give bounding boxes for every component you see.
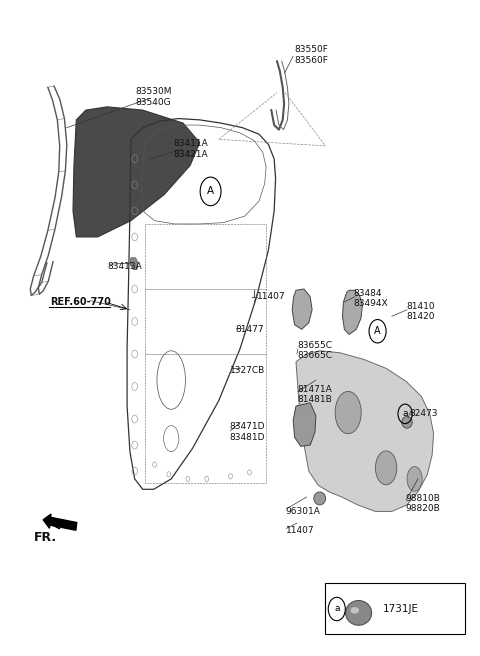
Ellipse shape <box>407 466 422 491</box>
Ellipse shape <box>346 600 372 625</box>
Polygon shape <box>292 289 312 329</box>
Text: A: A <box>374 326 381 337</box>
Text: REF.60-770: REF.60-770 <box>50 297 111 307</box>
Text: 83655C
83665C: 83655C 83665C <box>297 341 332 360</box>
Text: 81471A
81481B: 81471A 81481B <box>297 384 332 404</box>
Text: 96301A: 96301A <box>286 507 321 516</box>
FancyArrow shape <box>43 514 77 530</box>
Text: FR.: FR. <box>34 531 57 544</box>
Text: 83471D
83481D: 83471D 83481D <box>229 422 265 441</box>
Text: 11407: 11407 <box>286 526 314 535</box>
Ellipse shape <box>375 451 397 485</box>
Text: 81410
81420: 81410 81420 <box>406 302 435 321</box>
Text: 83484
83494X: 83484 83494X <box>354 289 388 308</box>
Text: 83411A
83421A: 83411A 83421A <box>174 140 208 159</box>
Polygon shape <box>293 403 316 446</box>
Text: a: a <box>402 409 408 419</box>
Text: 83530M
83540G: 83530M 83540G <box>136 87 172 107</box>
Text: 1731JE: 1731JE <box>383 604 419 614</box>
Text: 83550F
83560F: 83550F 83560F <box>295 45 328 64</box>
Polygon shape <box>130 258 138 270</box>
Text: A: A <box>207 186 214 196</box>
Text: 82473: 82473 <box>410 409 438 419</box>
Ellipse shape <box>402 417 412 428</box>
Text: 11407: 11407 <box>257 293 285 301</box>
Text: a: a <box>334 604 339 613</box>
Polygon shape <box>296 351 433 512</box>
FancyBboxPatch shape <box>325 583 466 634</box>
Text: 83413A: 83413A <box>107 262 142 271</box>
Polygon shape <box>73 107 200 237</box>
Polygon shape <box>342 290 362 335</box>
Text: 81477: 81477 <box>235 325 264 334</box>
Text: 1327CB: 1327CB <box>229 366 265 375</box>
Text: 98810B
98820B: 98810B 98820B <box>405 494 440 513</box>
Ellipse shape <box>314 492 325 505</box>
Ellipse shape <box>335 392 361 434</box>
Ellipse shape <box>350 607 359 613</box>
